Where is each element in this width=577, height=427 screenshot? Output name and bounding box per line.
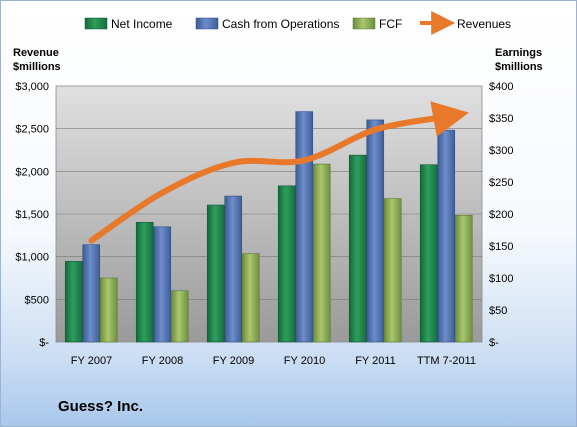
bar-net-income [135,222,154,343]
bar-fcf [241,253,260,343]
bar-net-income [348,154,367,343]
right-tick-label: $250 [489,177,513,189]
right-tick-label: $300 [489,145,513,157]
category-labels: FY 2007 FY 2008 FY 2009 FY 2010 FY 2011 TTM 7… [71,355,476,367]
left-tick-label: $500 [25,294,49,306]
left-axis-title-line2: $millions [13,61,61,73]
bar-cash-from-operations [437,129,456,343]
legend-swatch-cash-from-operations [195,17,219,30]
category-label: FY 2007 [71,355,112,367]
legend-label-net-income: Net Income [111,17,173,31]
bar-cash-from-operations [295,111,314,343]
bar-fcf [454,214,473,343]
left-tick-label: $1,500 [15,209,49,221]
revenues-line [88,101,469,244]
bar-fcf [170,290,189,343]
right-axis-title-line2: $millions [495,61,543,73]
right-axis-ticks: $400 $350 $300 $250 $200 $150 $100 $50 $- [489,81,513,349]
left-tick-label: $2,000 [15,166,49,178]
bar-cash-from-operations [153,226,172,343]
category-label: FY 2008 [142,355,183,367]
bar-cash-from-operations [224,195,243,343]
category-label: FY 2011 [355,355,396,367]
right-tick-label: $50 [489,305,507,317]
right-tick-label: $350 [489,113,513,125]
bar-net-income [419,164,438,343]
left-axis-ticks: $3,000 $2,500 $2,000 $1,500 $1,000 $500 $- [15,81,49,349]
legend-label-revenues: Revenues [457,17,511,31]
right-tick-label: $400 [489,81,513,93]
bar-cash-from-operations [366,119,385,343]
category-label: FY 2010 [284,355,325,367]
bar-fcf [312,163,331,343]
bar-fcf [383,198,402,343]
bar-net-income [277,185,296,343]
bar-fcf [99,277,118,343]
legend-label-fcf: FCF [379,17,402,31]
bar-net-income [64,261,83,343]
legend-label-cash-from-operations: Cash from Operations [222,17,339,31]
right-tick-label: $150 [489,241,513,253]
right-axis-title-line1: Earnings [495,47,542,59]
category-label: TTM 7-2011 [417,355,476,367]
revenues-series-line [88,101,469,244]
bars [64,111,473,343]
left-tick-label: $1,000 [15,252,49,264]
bar-net-income [206,204,225,343]
left-tick-label: $3,000 [15,81,49,93]
left-tick-label: $2,500 [15,124,49,136]
legend: Net Income Cash from Operations FCF Reve… [84,11,511,35]
bar-cash-from-operations [82,244,101,343]
left-tick-label: $- [39,337,49,349]
left-axis-title-line1: Revenue [13,47,59,59]
category-label: FY 2009 [213,355,254,367]
company-name: Guess? Inc. [58,398,144,415]
right-tick-label: $100 [489,273,513,285]
legend-swatch-fcf [352,17,376,30]
right-tick-label: $200 [489,209,513,221]
right-tick-label: $- [489,337,499,349]
legend-swatch-net-income [84,17,108,30]
